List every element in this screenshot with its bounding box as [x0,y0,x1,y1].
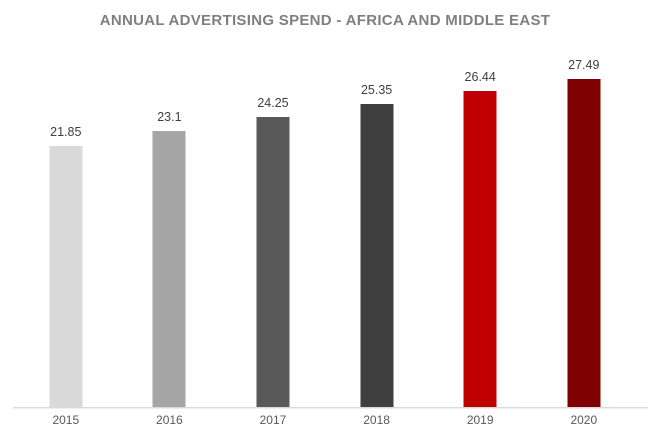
bar-2017 [256,117,290,407]
data-label-2019: 26.44 [464,70,496,84]
category-axis-line [13,407,648,408]
data-label-2015: 21.85 [50,124,82,139]
x-tick-2016: 2016 [156,413,183,427]
category-2016: 23.1 2016 [118,0,222,438]
data-label-2017: 24.25 [257,96,289,111]
bar-2019 [463,91,497,407]
category-2019: 26.44 2019 [428,0,532,438]
bar-2016 [152,131,186,407]
bar-2018 [360,104,394,407]
category-2017: 24.25 2017 [221,0,325,438]
bar-2020 [567,78,601,407]
x-tick-2017: 2017 [259,413,287,427]
data-label-2018: 25.35 [360,83,393,98]
data-label-2020: 27.49 [568,57,600,72]
x-tick-2019: 2019 [466,413,494,427]
x-tick-2018: 2018 [363,413,390,427]
x-tick-2015: 2015 [52,413,80,427]
x-tick-2020: 2020 [570,413,598,427]
bar-2015 [49,145,83,407]
category-2020: 27.49 2020 [532,0,636,438]
plot-area: 21.85 2015 23.1 2016 24.25 2017 25.35 2018 26.44… [14,0,636,438]
category-2018: 25.35 2018 [325,0,429,438]
category-2015: 21.85 2015 [14,0,118,438]
data-label-2016: 23.1 [157,110,182,124]
chart-title: ANNUAL ADVERTISING SPEND - AFRICA AND MI… [99,12,551,29]
